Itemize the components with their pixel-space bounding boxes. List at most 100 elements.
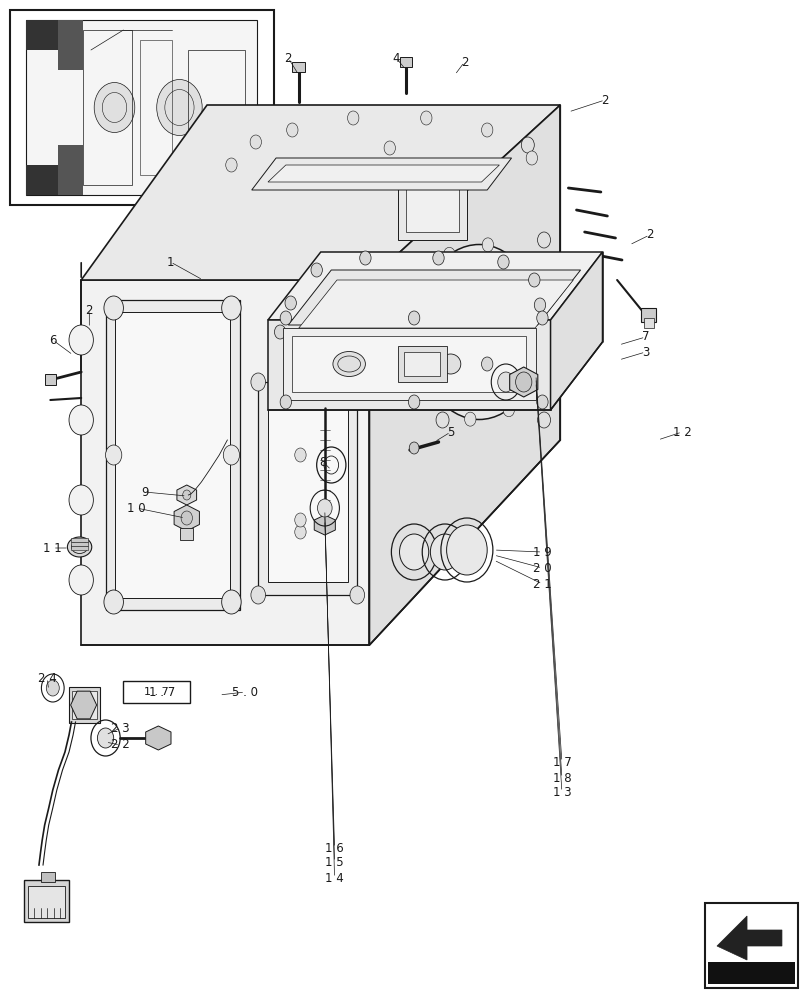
Circle shape [335, 357, 346, 371]
Circle shape [294, 525, 306, 539]
Circle shape [420, 111, 431, 125]
Circle shape [497, 372, 513, 392]
Circle shape [497, 255, 508, 269]
Text: 1 7: 1 7 [551, 756, 571, 768]
Polygon shape [115, 312, 230, 598]
Circle shape [280, 395, 291, 409]
Text: 1 5: 1 5 [325, 856, 343, 868]
Polygon shape [81, 105, 560, 280]
Polygon shape [58, 20, 83, 70]
Bar [83, 30, 131, 185]
Bar [28, 886, 65, 918]
Circle shape [317, 499, 332, 517]
Circle shape [384, 141, 395, 155]
Text: 1 2: 1 2 [672, 426, 691, 438]
Circle shape [536, 311, 547, 325]
Polygon shape [258, 382, 357, 595]
Circle shape [104, 590, 123, 614]
Bar [45, 374, 56, 385]
Polygon shape [268, 165, 499, 182]
Circle shape [311, 263, 322, 277]
Ellipse shape [333, 352, 365, 376]
Text: 1: 1 [166, 255, 174, 268]
Circle shape [443, 247, 454, 261]
Circle shape [69, 405, 93, 435]
Polygon shape [105, 300, 239, 610]
Circle shape [408, 311, 419, 325]
Circle shape [537, 412, 550, 428]
Polygon shape [268, 395, 347, 582]
Ellipse shape [426, 257, 531, 407]
Circle shape [530, 364, 541, 378]
Bar [399, 57, 412, 67]
Text: 2 3: 2 3 [111, 722, 129, 734]
Text: 9: 9 [140, 486, 148, 498]
Ellipse shape [440, 354, 461, 374]
Text: 1 4: 1 4 [324, 871, 344, 884]
Text: 5 . 0: 5 . 0 [232, 686, 258, 698]
Text: 1 . 7: 1 . 7 [144, 687, 169, 697]
Circle shape [410, 340, 422, 354]
Bar [71, 546, 88, 550]
Text: 4: 4 [392, 51, 400, 64]
Circle shape [181, 511, 192, 525]
Polygon shape [509, 367, 537, 397]
Text: 2 2: 2 2 [110, 738, 130, 752]
Circle shape [535, 310, 547, 324]
Circle shape [97, 728, 114, 748]
Circle shape [521, 137, 534, 153]
Circle shape [182, 490, 191, 500]
Polygon shape [177, 485, 196, 505]
Circle shape [69, 565, 93, 595]
Polygon shape [81, 280, 369, 645]
Circle shape [408, 395, 419, 409]
Polygon shape [292, 336, 526, 392]
Bar [289, 355, 309, 375]
Circle shape [94, 82, 135, 132]
Bar [72, 691, 97, 719]
Circle shape [526, 151, 537, 165]
Circle shape [416, 286, 427, 300]
Circle shape [221, 296, 241, 320]
Polygon shape [26, 165, 58, 195]
Bar [123, 681, 190, 703]
Ellipse shape [67, 537, 92, 557]
Circle shape [482, 238, 493, 252]
Circle shape [429, 388, 440, 402]
Circle shape [430, 534, 459, 570]
Circle shape [446, 525, 487, 575]
Text: 2 4: 2 4 [37, 672, 57, 684]
Circle shape [221, 590, 241, 614]
Circle shape [286, 123, 298, 137]
Circle shape [409, 442, 418, 454]
Circle shape [503, 403, 514, 417]
Circle shape [225, 158, 237, 172]
Circle shape [537, 232, 550, 248]
Polygon shape [282, 328, 535, 400]
Bar [641, 308, 655, 322]
Bar [41, 872, 55, 882]
Circle shape [274, 325, 285, 339]
Bar [406, 178, 458, 232]
Polygon shape [26, 20, 58, 50]
Circle shape [69, 485, 93, 515]
Text: 2: 2 [284, 51, 292, 64]
Circle shape [251, 586, 265, 604]
Circle shape [517, 262, 528, 276]
Circle shape [464, 412, 475, 426]
Circle shape [251, 373, 265, 391]
Circle shape [250, 135, 261, 149]
Circle shape [536, 395, 547, 409]
Text: 2: 2 [645, 229, 653, 241]
Bar [139, 40, 172, 175]
Text: 6: 6 [49, 334, 57, 347]
Bar [643, 318, 653, 328]
Circle shape [432, 251, 444, 265]
Bar [704, 903, 797, 988]
Circle shape [347, 111, 358, 125]
Text: 2: 2 [85, 304, 93, 316]
Polygon shape [24, 880, 69, 922]
Bar [397, 346, 446, 382]
Circle shape [379, 262, 392, 278]
Text: 1 3: 1 3 [552, 786, 570, 798]
